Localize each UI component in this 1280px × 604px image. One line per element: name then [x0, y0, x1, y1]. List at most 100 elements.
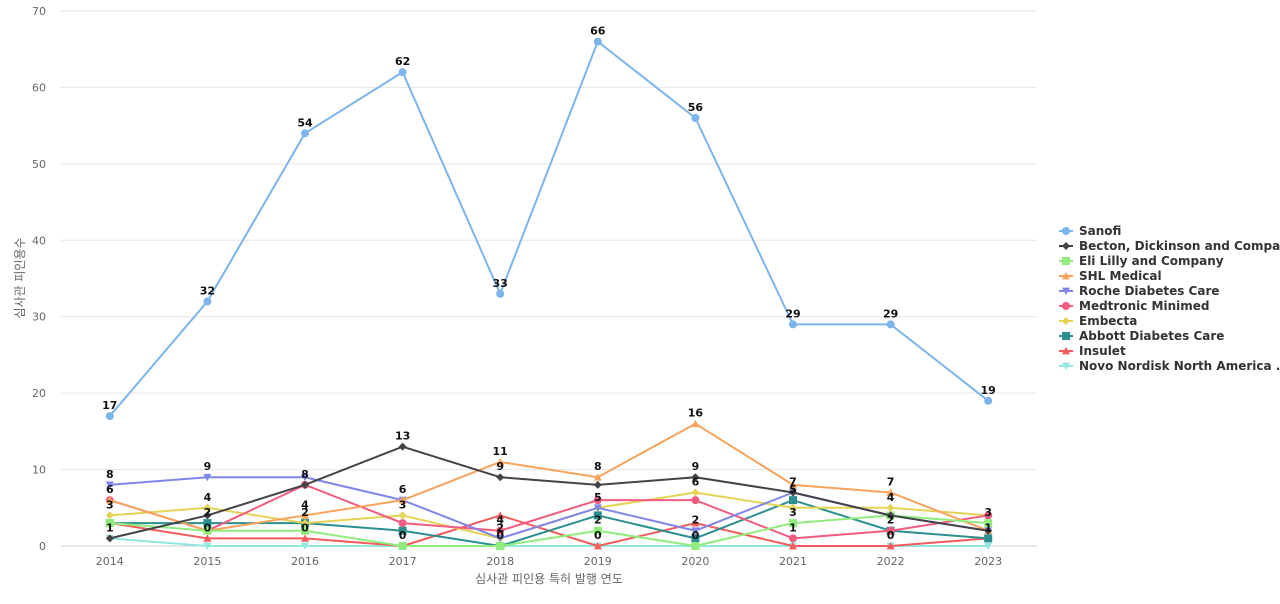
data-point[interactable] [301, 511, 309, 519]
data-point[interactable] [691, 527, 700, 535]
data-point[interactable] [789, 496, 797, 505]
data-point[interactable] [789, 320, 797, 329]
x-tick-label: 2018 [486, 555, 514, 568]
data-point[interactable] [496, 473, 505, 482]
data-point[interactable] [203, 534, 212, 542]
data-point[interactable] [105, 496, 114, 504]
data-point[interactable] [398, 542, 407, 550]
data-point[interactable] [203, 519, 212, 528]
legend-item[interactable]: Embecta [1059, 314, 1137, 328]
data-point[interactable] [496, 511, 505, 519]
data-point[interactable] [301, 473, 309, 482]
legend-item[interactable]: Becton, Dickinson and Compa... [1059, 239, 1280, 253]
data-point[interactable] [593, 480, 602, 489]
legend-marker[interactable] [1062, 362, 1070, 370]
data-point[interactable] [789, 480, 797, 489]
data-label: 8 [301, 468, 309, 481]
data-point[interactable] [105, 511, 114, 520]
data-point[interactable] [984, 542, 993, 550]
legend-marker[interactable] [1062, 227, 1070, 235]
data-point[interactable] [691, 534, 700, 543]
legend-item[interactable]: SHL Medical [1059, 269, 1162, 283]
legend-marker[interactable] [1062, 242, 1070, 250]
legend-item[interactable]: Insulet [1059, 344, 1126, 358]
legend-marker[interactable] [1062, 272, 1070, 280]
data-point[interactable] [886, 320, 895, 329]
data-point[interactable] [789, 519, 797, 528]
x-axis-title: 심사관 피인용 특허 발행 연도 [475, 571, 623, 586]
data-point[interactable] [886, 542, 895, 550]
legend-marker[interactable] [1062, 302, 1070, 310]
legend-marker[interactable] [1062, 347, 1070, 355]
data-point[interactable] [105, 412, 114, 421]
data-point[interactable] [398, 519, 407, 528]
legend-marker[interactable] [1062, 257, 1070, 265]
data-point[interactable] [301, 534, 309, 542]
data-point[interactable] [691, 114, 700, 122]
data-point[interactable] [691, 419, 700, 428]
data-point[interactable] [886, 503, 895, 512]
data-point[interactable] [105, 519, 114, 528]
legend-item[interactable]: Roche Diabetes Care [1059, 284, 1220, 298]
data-point[interactable] [203, 542, 212, 550]
data-point[interactable] [984, 511, 993, 520]
data-point[interactable] [984, 396, 993, 405]
data-point[interactable] [886, 526, 895, 535]
data-point[interactable] [398, 496, 407, 504]
data-point[interactable] [203, 473, 212, 482]
data-point[interactable] [301, 542, 309, 550]
data-point[interactable] [301, 480, 309, 489]
data-point[interactable] [789, 534, 797, 543]
data-point[interactable] [301, 526, 309, 535]
legend-item[interactable]: Sanofi [1059, 224, 1121, 238]
data-point[interactable] [203, 526, 212, 535]
data-point[interactable] [105, 534, 114, 543]
data-point[interactable] [496, 542, 505, 550]
legend-item[interactable]: Abbott Diabetes Care [1059, 329, 1224, 343]
data-point[interactable] [984, 534, 993, 543]
legend-item[interactable]: Eli Lilly and Company [1059, 254, 1224, 268]
data-point[interactable] [496, 526, 505, 535]
data-point[interactable] [203, 511, 212, 520]
data-point[interactable] [105, 481, 114, 489]
data-label: 17 [102, 399, 117, 412]
data-point[interactable] [984, 526, 993, 535]
legend-marker[interactable] [1062, 287, 1070, 295]
data-point[interactable] [789, 488, 797, 497]
legend-marker[interactable] [1062, 317, 1070, 325]
data-point[interactable] [691, 488, 700, 497]
data-point[interactable] [301, 519, 309, 528]
data-point[interactable] [398, 442, 407, 451]
data-point[interactable] [496, 457, 505, 466]
data-point[interactable] [593, 496, 602, 505]
data-point[interactable] [593, 526, 602, 535]
data-point[interactable] [398, 68, 407, 77]
data-point[interactable] [593, 37, 602, 46]
data-point[interactable] [398, 511, 407, 520]
data-point[interactable] [496, 289, 505, 298]
data-point[interactable] [496, 534, 505, 543]
data-point[interactable] [593, 511, 602, 520]
data-point[interactable] [984, 519, 993, 528]
legend-item[interactable]: Medtronic Minimed [1059, 299, 1209, 313]
data-point[interactable] [886, 488, 895, 496]
data-point[interactable] [398, 526, 407, 535]
data-label: 0 [887, 529, 895, 542]
data-point[interactable] [301, 129, 309, 138]
data-point[interactable] [203, 297, 212, 306]
data-point[interactable] [789, 503, 797, 512]
data-point[interactable] [593, 473, 602, 481]
legend-item[interactable]: Novo Nordisk North America ... [1059, 359, 1280, 373]
legend-marker[interactable] [1062, 332, 1070, 340]
data-point[interactable] [886, 511, 895, 520]
data-point[interactable] [593, 542, 602, 550]
data-point[interactable] [691, 519, 700, 527]
data-point[interactable] [691, 542, 700, 550]
data-point[interactable] [593, 504, 602, 512]
data-point[interactable] [789, 542, 797, 550]
data-point[interactable] [691, 473, 700, 482]
data-point[interactable] [203, 503, 212, 512]
data-label: 0 [301, 521, 309, 534]
data-point[interactable] [691, 496, 700, 505]
